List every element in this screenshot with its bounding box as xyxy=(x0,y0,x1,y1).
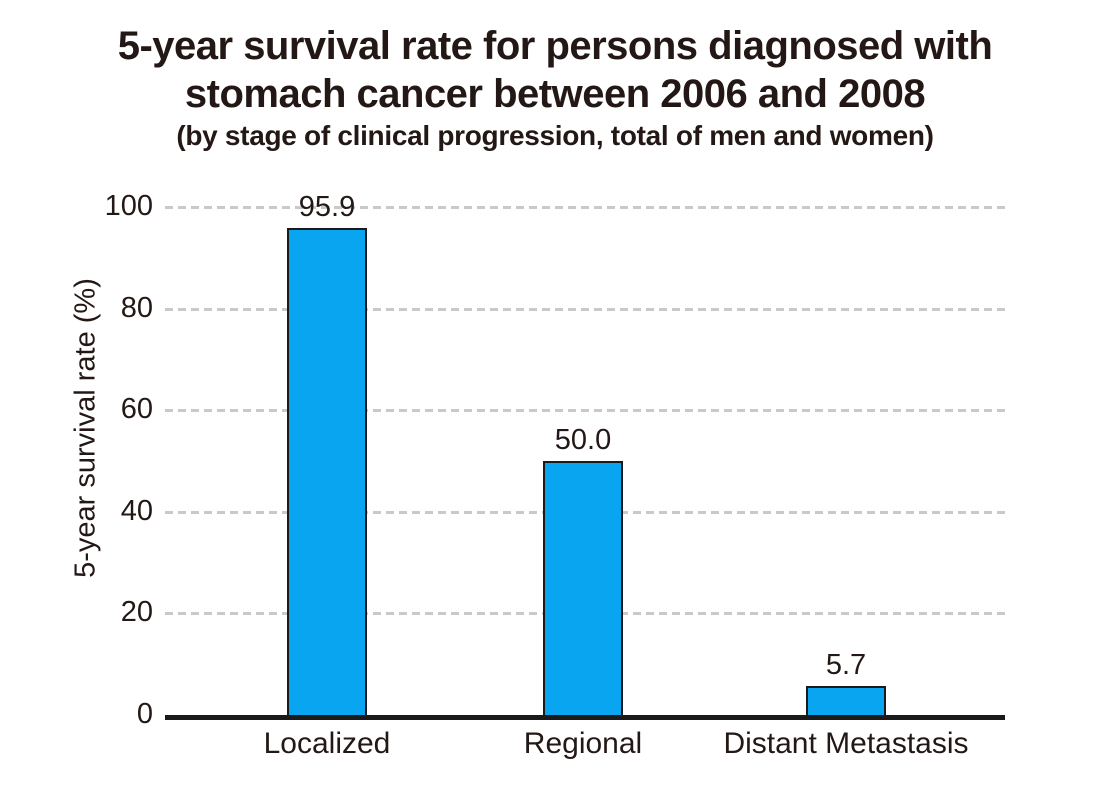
y-tick-label-20: 20 xyxy=(120,596,153,629)
y-tick-label-0: 0 xyxy=(136,698,153,730)
gridline-100 xyxy=(165,206,1005,209)
chart-title-line1: 5-year survival rate for persons diagnos… xyxy=(117,24,993,68)
chart-title-line2: stomach cancer between 2006 and 2008 xyxy=(184,72,926,116)
x-axis-label-localized: Localized xyxy=(263,727,391,760)
gridline-80 xyxy=(165,307,1005,311)
y-tick-label-100: 100 xyxy=(104,190,153,222)
y-tick-label-60: 60 xyxy=(120,393,153,426)
y-tick-label-80: 80 xyxy=(120,291,153,324)
bar-distant-metastasis xyxy=(806,686,886,715)
bar-localized xyxy=(287,227,367,715)
bar-value-label: 5.7 xyxy=(825,649,867,682)
x-axis-label-distant-metastasis: Distant Metastasis xyxy=(723,727,969,760)
gridline-60 xyxy=(165,409,1005,413)
plot-area xyxy=(165,206,1005,720)
bar-value-label: 50.0 xyxy=(554,424,612,456)
chart-subtitle: (by stage of clinical progression, total… xyxy=(176,120,934,151)
bar-value-label: 95.9 xyxy=(298,190,356,223)
bar-regional xyxy=(543,461,623,715)
x-axis-label-regional: Regional xyxy=(523,727,643,760)
y-tick-label-40: 40 xyxy=(120,494,153,527)
